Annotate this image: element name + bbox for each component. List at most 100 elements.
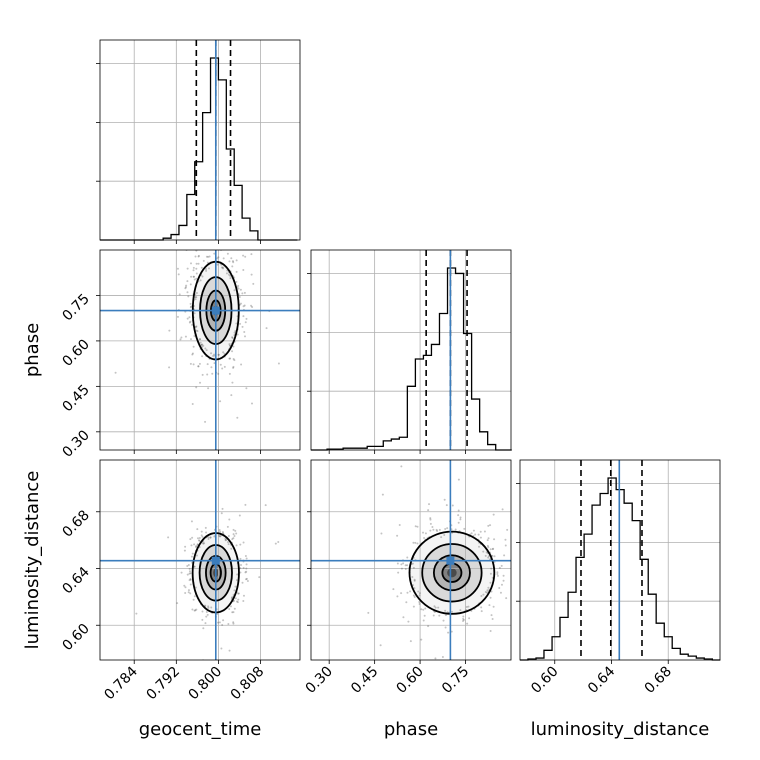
sample-point — [400, 567, 403, 570]
sample-point — [380, 532, 383, 535]
sample-point — [462, 620, 465, 623]
sample-point — [189, 302, 192, 305]
sample-point — [407, 620, 410, 623]
sample-point — [204, 267, 207, 270]
sample-point — [239, 557, 242, 560]
sample-point — [228, 344, 231, 347]
sample-point — [417, 590, 420, 593]
sample-point — [239, 288, 242, 291]
sample-point — [244, 503, 247, 506]
sample-point — [232, 261, 235, 264]
sample-point — [402, 562, 405, 565]
sample-point — [189, 538, 192, 541]
sample-point — [504, 538, 507, 541]
sample-point — [479, 684, 481, 686]
sample-point — [443, 534, 446, 537]
sample-point — [135, 612, 138, 615]
sample-point — [184, 592, 187, 595]
sample-point — [206, 363, 209, 366]
sample-point — [180, 336, 183, 339]
sample-point — [235, 532, 238, 535]
sample-point — [213, 353, 216, 356]
sample-point — [478, 545, 481, 548]
sample-point — [229, 357, 232, 360]
sample-point — [480, 606, 483, 609]
sample-point — [190, 338, 192, 341]
sample-point — [192, 266, 195, 269]
sample-point — [498, 587, 501, 590]
sample-point — [222, 243, 224, 245]
sample-point — [114, 371, 117, 374]
sample-point — [217, 372, 220, 375]
sample-point — [197, 365, 200, 368]
sample-point — [200, 530, 203, 533]
sample-point — [232, 533, 235, 536]
sample-point — [435, 528, 438, 531]
sample-point — [470, 532, 473, 535]
sample-point — [422, 619, 425, 622]
sample-point — [197, 255, 200, 258]
y-axis-label: luminosity_distance — [22, 471, 43, 650]
sample-point — [186, 573, 189, 576]
sample-point — [235, 544, 238, 547]
sample-point — [203, 542, 206, 545]
sample-point — [467, 605, 470, 608]
sample-point — [189, 572, 192, 575]
sample-point — [251, 402, 253, 405]
sample-points — [114, 78, 280, 423]
sample-point — [244, 321, 247, 324]
sample-point — [250, 273, 253, 276]
histogram-phase — [311, 267, 512, 451]
sample-point — [412, 715, 414, 717]
sample-point — [479, 530, 482, 533]
sample-point — [402, 616, 405, 619]
sample-point — [233, 359, 236, 362]
sample-point — [188, 579, 191, 582]
sample-point — [472, 529, 475, 532]
sample-point — [232, 621, 235, 624]
sample-point — [222, 619, 225, 622]
x-tick-label: 0.784 — [101, 663, 141, 703]
sample-point — [192, 275, 195, 278]
sample-point — [198, 338, 201, 341]
sample-point — [200, 534, 203, 537]
sample-point — [429, 517, 432, 520]
sample-point — [201, 275, 204, 278]
sample-point — [264, 78, 266, 80]
sample-point — [396, 562, 399, 565]
sample-point — [221, 507, 224, 510]
sample-point — [183, 584, 186, 587]
sample-point — [413, 579, 416, 582]
sample-point — [239, 543, 242, 546]
sample-point — [397, 571, 400, 574]
sample-point — [424, 532, 427, 535]
sample-point — [418, 602, 421, 605]
sample-point — [192, 269, 195, 272]
sample-point — [412, 594, 415, 597]
sample-point — [400, 465, 403, 468]
sample-point — [201, 355, 204, 358]
sample-point — [168, 366, 171, 369]
sample-point — [236, 573, 239, 576]
sample-point — [196, 528, 199, 531]
sample-point — [219, 534, 222, 537]
sample-point — [176, 602, 179, 605]
sample-point — [196, 330, 199, 333]
sample-point — [229, 605, 232, 608]
sample-point — [489, 558, 492, 561]
x-tick-label: 0.800 — [186, 664, 226, 704]
sample-point — [233, 607, 236, 610]
sample-point — [489, 596, 492, 599]
sample-point — [226, 525, 229, 528]
x-tick-label: 0.808 — [228, 664, 268, 704]
sample-point — [208, 255, 211, 258]
sample-point — [396, 595, 399, 598]
sample-point — [192, 598, 195, 601]
sample-point — [459, 609, 462, 612]
sample-point — [416, 542, 419, 545]
sample-point — [195, 325, 198, 328]
truth-marker — [211, 306, 220, 315]
sample-point — [189, 592, 192, 595]
sample-point — [409, 640, 412, 643]
sample-point — [205, 237, 207, 239]
